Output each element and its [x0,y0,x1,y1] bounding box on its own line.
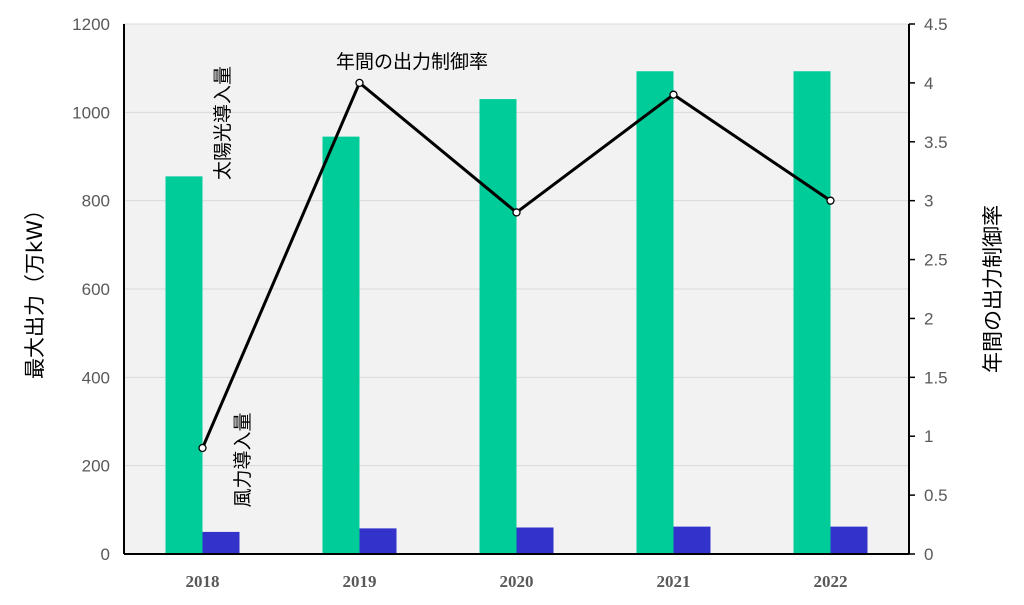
y-tick-label-right: 4 [924,74,933,93]
y-tick-label-right: 2 [924,309,933,328]
bar-solar [479,99,517,554]
y-tick-label-left: 800 [82,192,110,211]
y-tick-label-right: 1 [924,427,933,446]
rate-point [512,208,521,217]
y-tick-label-right: 1.5 [924,368,948,387]
y-tick-label-right: 3 [924,192,933,211]
bars-group [165,71,868,554]
bar-solar [165,176,203,554]
bar-wind [830,526,868,554]
y-tick-label-left: 1000 [72,103,110,122]
y-tick-label-right: 0.5 [924,486,948,505]
rate-point [669,90,678,99]
rate-point [826,196,835,205]
y-tick-label-right: 3.5 [924,133,948,152]
y-tick-label-left: 200 [82,457,110,476]
annotation-wind: 風力導入量 [232,412,254,507]
rate-line-group [198,78,835,453]
y-tick-label-right: 4.5 [924,15,948,34]
annotation-solar: 太陽光導入量 [212,66,234,180]
rate-point [355,78,364,88]
bar-solar [793,71,831,554]
tick-labels: 0 200 400 600 800 1000 1200 0 0.5 1 1.5 2 2.5 3 3.5 4 4.… [72,15,947,591]
bar-wind [516,527,554,554]
x-tick-label: 2020 [500,572,534,591]
y-axis-title-left: 最大出力（万kW） [23,199,47,379]
x-tick-label: 2018 [186,572,220,591]
y-tick-label-left: 600 [82,280,110,299]
y-tick-label-left: 1200 [72,15,110,34]
y-tick-label-left: 0 [101,545,110,564]
x-tick-label: 2021 [657,572,691,591]
y-tick-label-right: 0 [924,545,933,564]
bar-wind [202,531,240,554]
axes [123,23,915,555]
bar-solar [636,71,674,554]
y-tick-label-left: 400 [82,368,110,387]
x-tick-label: 2022 [814,572,848,591]
bar-solar [322,136,360,554]
rate-point [198,443,207,453]
annotation-curtailment-rate: 年間の出力制御率 [336,51,488,73]
y-axis-title-right: 年間の出力制御率 [981,205,1005,373]
bar-wind [673,526,711,554]
x-tick-label: 2019 [343,572,377,591]
bar-wind [359,528,397,554]
y-tick-label-right: 2.5 [924,251,948,270]
